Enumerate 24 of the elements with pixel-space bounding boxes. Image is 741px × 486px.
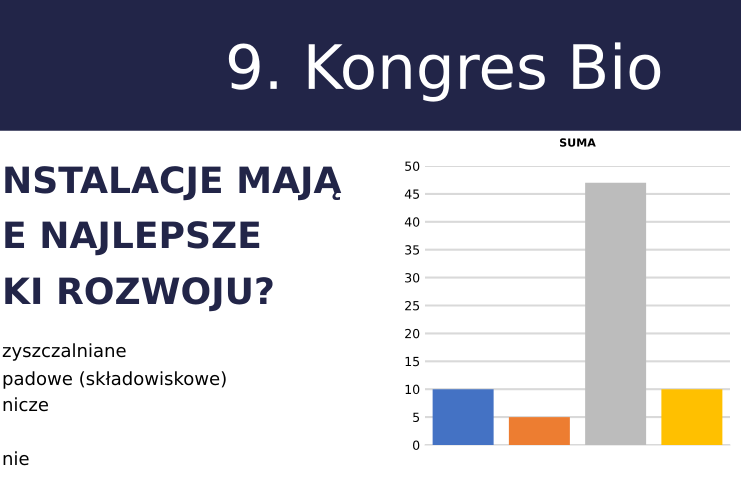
text: nicze <box>4 397 48 412</box>
y-tick-label: 15 <box>406 356 420 366</box>
text: nie <box>4 451 29 466</box>
bar <box>508 417 570 445</box>
y-tick-label: 10 <box>406 384 420 394</box>
text: 9. Kongres Bio <box>228 42 660 102</box>
bar <box>661 389 722 445</box>
y-tick-label: 5 <box>413 412 420 422</box>
bar <box>585 182 646 445</box>
y-tick-label: 50 <box>405 161 420 171</box>
text: zyszczalniane <box>2 343 126 361</box>
y-tick-label: 40 <box>404 217 420 227</box>
text: NSTALACJE MAJĄ <box>5 166 342 200</box>
chart-title: SUMA <box>560 138 596 147</box>
text: E NAJLEPSZE <box>5 221 260 256</box>
y-tick-label: 35 <box>405 245 420 255</box>
y-tick-label: 45 <box>404 190 420 199</box>
text: KI ROZWOJU? <box>5 277 273 312</box>
y-tick-label: 30 <box>405 273 420 283</box>
text: padowe (składowiskowe) <box>4 371 226 389</box>
bar <box>432 389 494 445</box>
y-tick-label: 20 <box>405 328 420 338</box>
y-tick-label: 25 <box>405 300 420 310</box>
y-tick-label: 0 <box>413 440 420 450</box>
